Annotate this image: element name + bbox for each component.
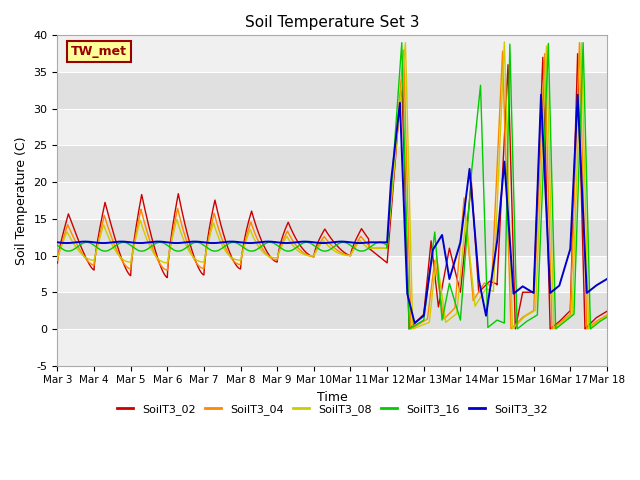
Bar	[58, 145, 607, 182]
X-axis label: Time: Time	[317, 391, 348, 404]
Y-axis label: Soil Temperature (C): Soil Temperature (C)	[15, 136, 28, 265]
Bar	[58, 72, 607, 109]
Bar	[58, 329, 607, 366]
Title: Soil Temperature Set 3: Soil Temperature Set 3	[245, 15, 419, 30]
Legend: SoilT3_02, SoilT3_04, SoilT3_08, SoilT3_16, SoilT3_32: SoilT3_02, SoilT3_04, SoilT3_08, SoilT3_…	[112, 400, 552, 420]
Bar	[58, 36, 607, 72]
Bar	[58, 109, 607, 145]
Text: TW_met: TW_met	[71, 45, 127, 58]
Bar	[58, 292, 607, 329]
Bar	[58, 182, 607, 219]
Bar	[58, 255, 607, 292]
Bar	[58, 219, 607, 255]
